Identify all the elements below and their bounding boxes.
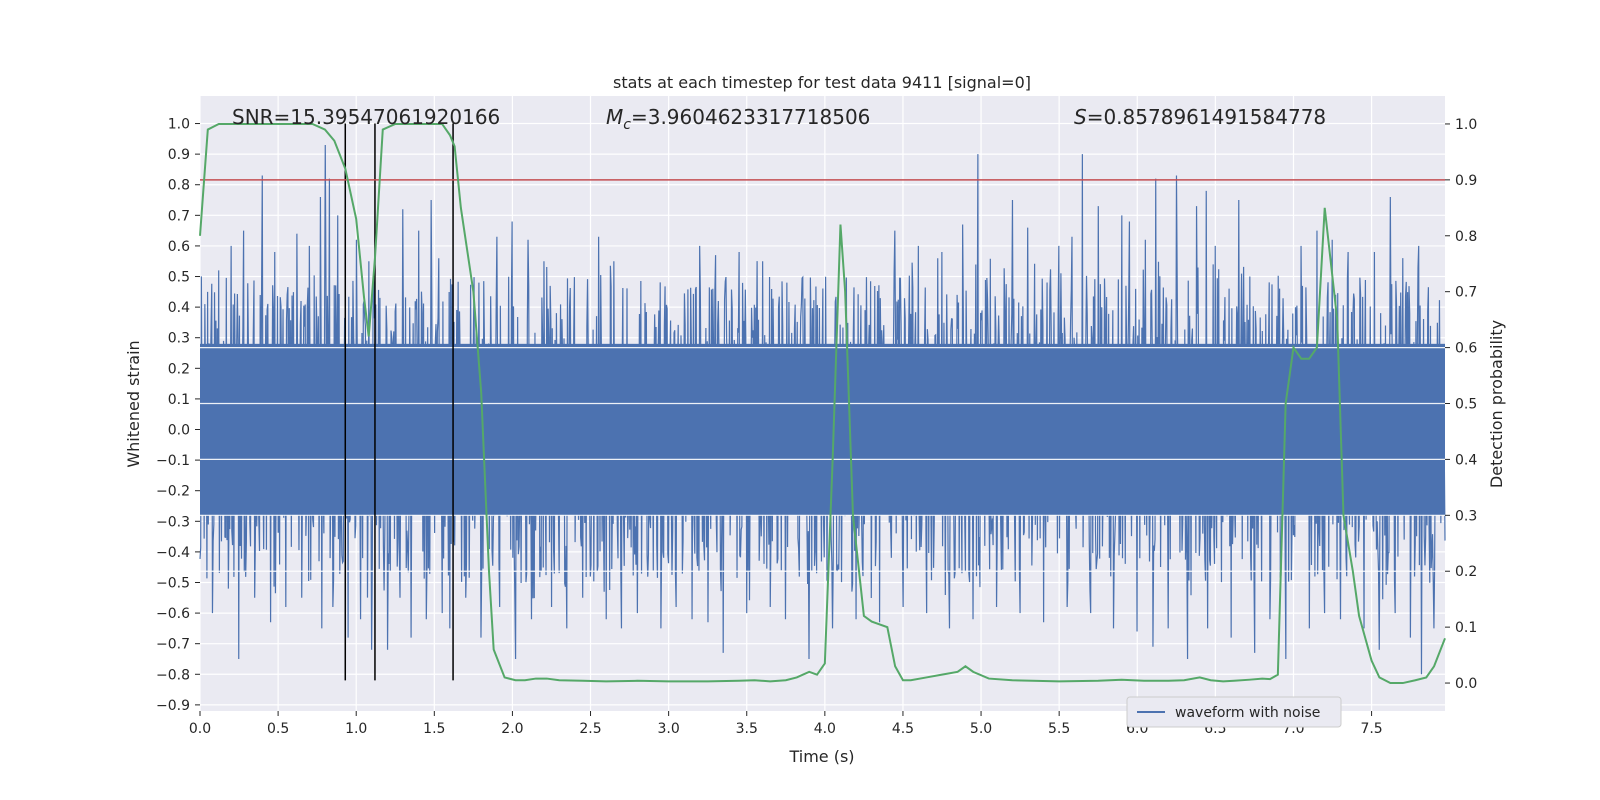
legend-label: waveform with noise <box>1175 705 1320 721</box>
x-tick-label: 0.5 <box>267 721 289 737</box>
x-tick-label: 0.0 <box>189 721 211 737</box>
y-left-tick-label: 0.5 <box>168 270 190 286</box>
y-right-tick-label: 0.9 <box>1455 173 1477 189</box>
y-left-tick-label: −0.7 <box>156 637 190 653</box>
y-left-tick-label: 0.0 <box>168 423 190 439</box>
y-left-tick-label: 1.0 <box>168 117 190 133</box>
y-left-tick-label: −0.8 <box>156 667 190 683</box>
overlay-layer <box>199 122 1446 685</box>
y-left-tick-label: −0.2 <box>156 484 190 500</box>
y-left-tick-label: 0.1 <box>168 392 190 408</box>
x-tick-label: 4.5 <box>892 721 914 737</box>
chirp-mass-annotation: Mc=3.9604623317718506 <box>606 105 870 133</box>
x-tick-label: 2.0 <box>501 721 523 737</box>
legend: waveform with noise <box>1126 696 1342 728</box>
x-tick-label: 5.5 <box>1048 721 1070 737</box>
y-right-tick-label: 0.3 <box>1455 508 1477 524</box>
waveform-series-line <box>199 144 1446 675</box>
waveform-core-band <box>200 343 1445 516</box>
y-axis-label-left: Whitened strain <box>124 340 143 467</box>
x-tick-label: 2.5 <box>579 721 601 737</box>
y-right-tick-label: 0.7 <box>1455 285 1477 301</box>
y-right-tick-label: 0.8 <box>1455 229 1477 245</box>
x-tick-label: 3.0 <box>657 721 679 737</box>
y-left-tick-label: −0.1 <box>156 453 190 469</box>
snr-annotation: SNR=15.39547061920166 <box>232 105 500 129</box>
chart-title: stats at each timestep for test data 941… <box>613 73 1031 92</box>
ticks-layer: 0.0 0.5 1.0 1.5 2.0 2.5 3.0 3.5 4.0 4.5 5.0 5.5 6.0 6… <box>156 117 1477 737</box>
y-right-tick-label: 0.4 <box>1455 452 1477 468</box>
y-left-tick-label: 0.9 <box>168 147 190 163</box>
waveform-layer <box>199 144 1446 675</box>
y-right-tick-label: 0.2 <box>1455 564 1477 580</box>
x-tick-label: 1.0 <box>345 721 367 737</box>
y-left-tick-label: −0.6 <box>156 606 190 622</box>
y-left-tick-label: 0.8 <box>168 178 190 194</box>
y-left-tick-label: −0.5 <box>156 575 190 591</box>
x-tick-label: 7.5 <box>1360 721 1382 737</box>
y-right-tick-label: 1.0 <box>1455 117 1477 133</box>
y-left-tick-label: 0.2 <box>168 361 190 377</box>
chirp-mass-subscript: c <box>623 117 631 133</box>
y-right-tick-label: 0.0 <box>1455 676 1477 692</box>
x-tick-label: 4.0 <box>814 721 836 737</box>
y-left-tick-label: 0.3 <box>168 331 190 347</box>
y-right-tick-label: 0.6 <box>1455 341 1477 357</box>
y-right-tick-label: 0.1 <box>1455 620 1477 636</box>
legend-box <box>1126 696 1342 728</box>
y-right-tick-label: 0.5 <box>1455 397 1477 413</box>
chirp-mass-value: =3.9604623317718506 <box>631 105 870 129</box>
x-axis-label: Time (s) <box>788 747 854 766</box>
y-axis-label-right: Detection probability <box>1487 320 1506 488</box>
y-left-tick-label: 0.7 <box>168 208 190 224</box>
chirp-mass-symbol: M <box>606 105 623 129</box>
y-left-tick-label: 0.4 <box>168 300 190 316</box>
y-left-tick-label: −0.9 <box>156 698 190 714</box>
y-left-tick-label: 0.6 <box>168 239 190 255</box>
score-annotation: S=0.8578961491584778 <box>1074 105 1326 129</box>
score-symbol: S <box>1074 105 1087 129</box>
y-left-tick-label: −0.4 <box>156 545 190 561</box>
x-tick-label: 1.5 <box>423 721 445 737</box>
probability-series-line <box>199 122 1446 685</box>
y-left-tick-label: −0.3 <box>156 514 190 530</box>
x-tick-label: 3.5 <box>736 721 758 737</box>
score-value: =0.8578961491584778 <box>1087 105 1326 129</box>
x-tick-label: 5.0 <box>970 721 992 737</box>
